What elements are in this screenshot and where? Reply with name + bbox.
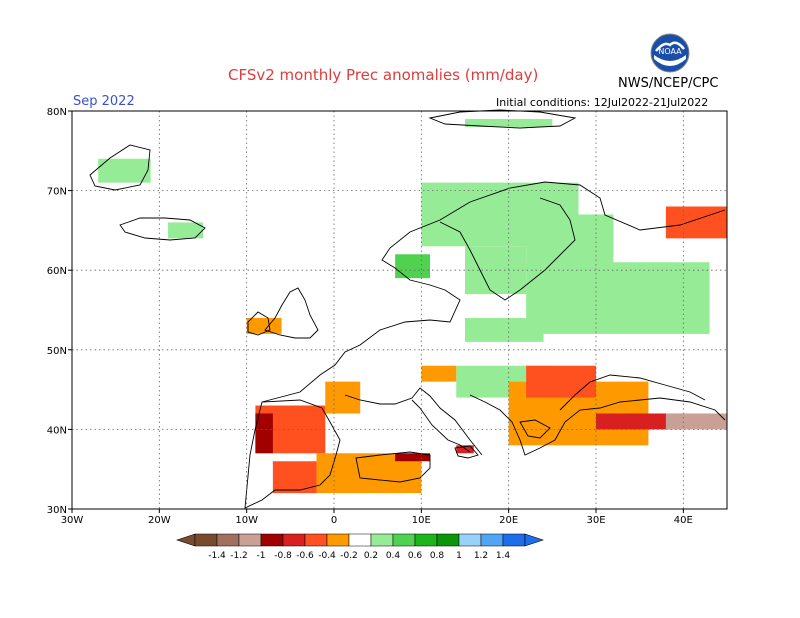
colorbar-label: 0.6 <box>408 551 423 561</box>
anomaly-patch <box>665 206 727 239</box>
anomaly-patch <box>395 254 431 279</box>
anomaly-patches <box>98 118 727 494</box>
lat-tick-label: 50N <box>47 346 67 357</box>
anomaly-patch <box>665 413 727 430</box>
colorbar-swatch <box>392 533 416 547</box>
lat-tick-label: 60N <box>47 266 67 277</box>
colorbar-swatch <box>414 533 438 547</box>
anomaly-patch <box>465 118 553 127</box>
noaa-logo-text: NOAA <box>658 47 682 56</box>
colorbar-swatch <box>370 533 394 547</box>
lon-tick-label: 0 <box>331 515 337 526</box>
colorbar-arrow-high <box>524 533 544 547</box>
anomaly-patch <box>272 461 317 494</box>
anomaly-patch <box>465 317 544 342</box>
anomaly-patch <box>246 317 282 334</box>
colorbar-swatch <box>502 533 526 547</box>
color-legend: -1.4 -1.2 -1 -0.8 -0.6 -0.4 -0.2 0.2 0.4 0.6 0.8 1 1… <box>176 533 544 561</box>
coastlines <box>89 109 726 509</box>
colorbar-swatch <box>348 533 372 547</box>
anomaly-patch <box>98 158 151 183</box>
anomaly-patch <box>456 445 474 454</box>
colorbar-label: -1.4 <box>208 551 226 561</box>
colorbar-label: 1 <box>456 551 462 561</box>
colorbar-swatch <box>282 533 306 547</box>
colorbar-swatch <box>326 533 350 547</box>
anomaly-patch <box>526 214 614 271</box>
noaa-logo: NOAA <box>650 33 690 73</box>
anomaly-patch <box>526 262 710 334</box>
colorbar-label: 0.2 <box>364 551 378 561</box>
colorbar-label: -0.2 <box>340 551 358 561</box>
lon-tick-label: 10E <box>412 515 431 526</box>
colorbar-label: 0.4 <box>386 551 401 561</box>
colorbar-label: -0.4 <box>318 551 336 561</box>
colorbar-label: -0.6 <box>296 551 314 561</box>
lon-tick-label: 30E <box>586 515 605 526</box>
axis-ticks: 30W 20W 10W 0 10E 20E 30E 40E 30N 40N 50N 60N 70N 80N <box>47 107 693 526</box>
colorbar-swatch <box>238 533 262 547</box>
anomaly-patch <box>526 365 596 398</box>
initial-conditions: Initial conditions: 12Jul2022-21Jul2022 <box>496 96 709 109</box>
map-grid <box>72 111 727 509</box>
colorbar-label: -1.2 <box>230 551 248 561</box>
colorbar-swatch <box>216 533 240 547</box>
anomaly-patch <box>596 413 684 430</box>
map-title: CFSv2 monthly Prec anomalies (mm/day) <box>228 66 539 84</box>
anomaly-patch <box>168 222 203 239</box>
lon-tick-label: 10W <box>235 515 258 526</box>
colorbar-swatch <box>304 533 328 547</box>
colorbar-label: 1.4 <box>496 551 511 561</box>
anomaly-patch <box>325 381 361 414</box>
colorbar-swatch <box>436 533 460 547</box>
colorbar-label: -1 <box>257 551 266 561</box>
forecast-month: Sep 2022 <box>73 94 135 109</box>
organization-label: NWS/NCEP/CPC <box>618 76 719 91</box>
lat-tick-label: 80N <box>47 107 67 118</box>
colorbar-label: -0.8 <box>274 551 292 561</box>
lon-tick-label: 30W <box>61 515 84 526</box>
lat-tick-label: 70N <box>47 187 67 198</box>
colorbar-swatch <box>194 533 218 547</box>
map-frame <box>71 110 728 510</box>
colorbar-swatch <box>458 533 482 547</box>
lon-tick-label: 20E <box>499 515 518 526</box>
lon-tick-label: 20W <box>148 515 171 526</box>
anomaly-patch <box>255 413 273 454</box>
colorbar-label: 1.2 <box>474 551 488 561</box>
anomaly-patch <box>395 453 431 462</box>
anomaly-patch <box>421 365 457 382</box>
lon-tick-label: 40E <box>674 515 693 526</box>
colorbar-swatch <box>480 533 504 547</box>
colorbar-swatch <box>260 533 284 547</box>
lat-tick-label: 40N <box>47 425 67 436</box>
colorbar-label: 0.8 <box>430 551 445 561</box>
lat-tick-label: 30N <box>47 505 67 516</box>
